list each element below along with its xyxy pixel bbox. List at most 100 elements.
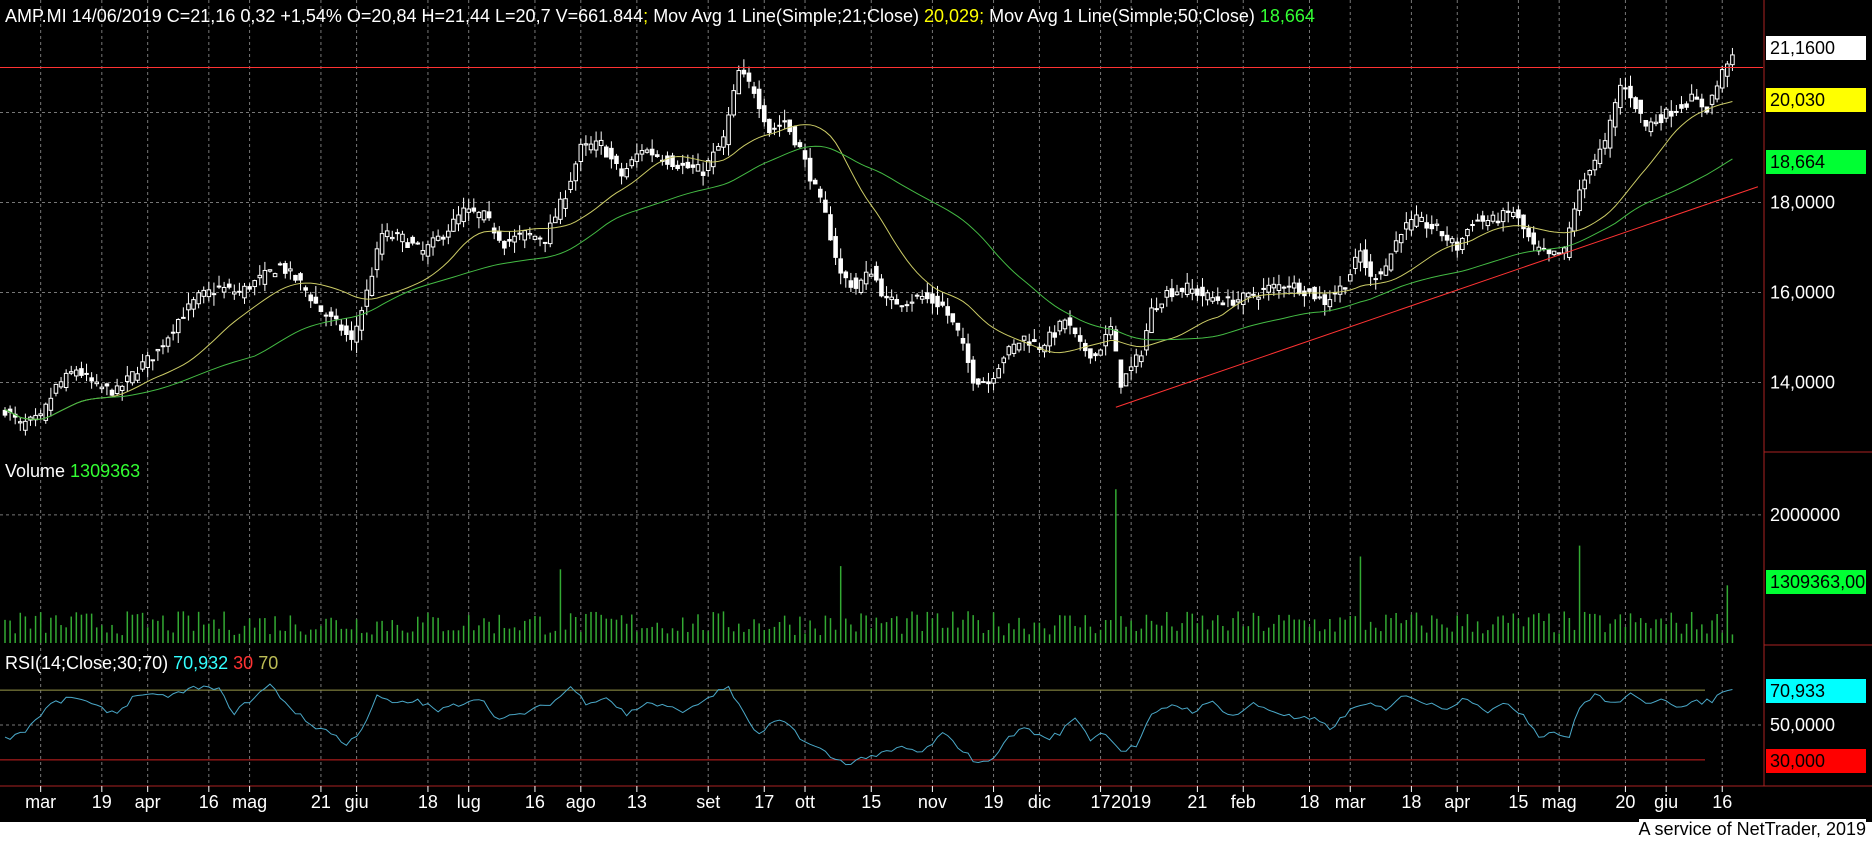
candle-body [1709, 94, 1715, 105]
candle-body [145, 355, 150, 368]
candle-body [1505, 210, 1511, 213]
candle-body [792, 126, 798, 146]
candle-body [165, 337, 171, 347]
candle-body [1353, 256, 1358, 269]
ma21-line [4, 100, 1733, 420]
candle-body [960, 337, 966, 344]
candle-body [1531, 232, 1536, 245]
candle-body [1699, 98, 1705, 108]
candle-body [838, 258, 843, 274]
candle-body [690, 164, 696, 168]
candle-body [807, 157, 813, 182]
candle-body [226, 283, 232, 288]
candle-body [135, 373, 140, 381]
candle-body [440, 236, 446, 240]
x-tick-label: 21 [311, 792, 331, 812]
candle-body [430, 237, 436, 248]
candle-body [1521, 214, 1526, 230]
candle-body [456, 214, 461, 225]
candle-body [1077, 335, 1083, 342]
candle-body [1536, 246, 1542, 252]
x-tick-label: 18 [1299, 792, 1319, 812]
candle-body [1730, 54, 1735, 66]
candle-body [79, 368, 84, 376]
candle-body [68, 371, 74, 374]
candle-body [1149, 307, 1154, 334]
candle-body [914, 294, 920, 297]
candle-body [1210, 297, 1215, 302]
candle-body [532, 235, 538, 240]
candle-body [629, 159, 635, 167]
candle-body [1297, 282, 1302, 295]
candle-body [1597, 148, 1603, 165]
volume-y-tick-label: 2000000 [1770, 505, 1840, 525]
candle-body [1042, 344, 1047, 353]
candle-body [665, 155, 670, 165]
candle-body [598, 139, 604, 146]
candle-body [721, 136, 726, 148]
candle-body [1419, 216, 1424, 222]
x-tick-label: nov [918, 792, 947, 812]
candle-body [1001, 357, 1007, 364]
candle-body [1628, 85, 1633, 99]
candle-body [782, 120, 787, 123]
candle-body [746, 72, 752, 82]
candle-body [2, 409, 8, 416]
candle-body [1607, 119, 1613, 149]
candle-body [1281, 286, 1287, 289]
rsi-low-tag: 30,000 [1766, 749, 1866, 773]
rsi-low-level: 30 [233, 653, 254, 673]
candle-body [282, 263, 288, 274]
candle-body [644, 149, 650, 153]
candle-body [1587, 170, 1593, 176]
candle-body [374, 248, 380, 271]
candle-body [277, 263, 283, 266]
x-tick-label: 13 [627, 792, 647, 812]
ma50-label: Mov Avg 1 Line(Simple;50;Close) [984, 6, 1260, 26]
candle-body [1327, 299, 1333, 308]
candle-body [1577, 189, 1582, 212]
candle-body [858, 279, 864, 293]
x-tick-label: 18 [1401, 792, 1421, 812]
candle-body [247, 286, 252, 290]
candle-body [863, 271, 869, 285]
x-tick-label: 20 [1615, 792, 1635, 812]
candle-body [843, 271, 849, 279]
candle-body [1465, 229, 1470, 237]
footer-bar [0, 822, 1872, 844]
candle-body [1526, 227, 1531, 238]
candle-body [1495, 220, 1501, 224]
candle-body [303, 287, 308, 291]
candle-body [1480, 215, 1486, 222]
ma50-line [4, 145, 1733, 420]
candle-body [1133, 354, 1139, 367]
x-tick-label: 18 [418, 792, 438, 812]
candle-body [364, 289, 370, 307]
candle-body [1276, 284, 1282, 292]
candle-body [797, 142, 803, 148]
candle-body [109, 389, 115, 396]
candle-body [369, 275, 375, 296]
candle-body [670, 155, 675, 168]
candle-body [1271, 283, 1277, 289]
candle-body [1633, 97, 1638, 110]
candle-body [542, 241, 548, 244]
candle-body [991, 378, 996, 384]
candle-body [48, 397, 54, 411]
chart-axes: 14,0000 16,0000 18,0000 2000000 50,0000 mar 19… [0, 0, 1872, 812]
candle-body [711, 151, 716, 168]
candle-body [823, 199, 828, 213]
ma50-value: 18,664 [1259, 6, 1315, 26]
candle-body [140, 361, 145, 370]
candle-body [680, 162, 686, 166]
candle-body [400, 233, 405, 243]
candle-body [415, 242, 421, 245]
candle-body [1057, 320, 1063, 332]
candle-body [221, 286, 227, 293]
candle-body [486, 211, 492, 219]
x-tick-label: lug [457, 792, 481, 812]
candle-body [339, 324, 344, 331]
candle-body [405, 242, 410, 248]
candle-body [354, 325, 359, 343]
